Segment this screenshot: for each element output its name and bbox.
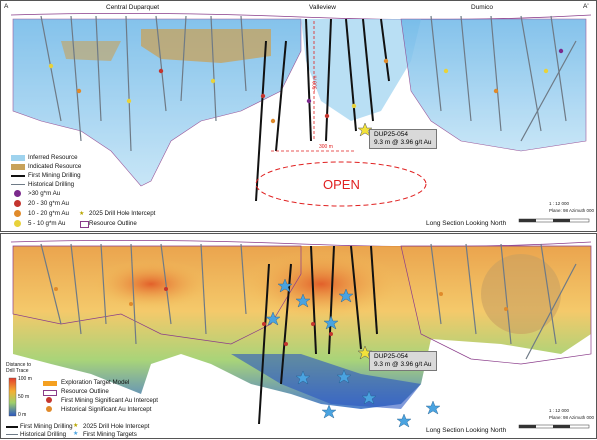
callout-hole-id: DUP25-054 xyxy=(374,131,408,138)
legend-swatch-5-10 xyxy=(14,220,21,227)
legend-label-inferred: Inferred Resource xyxy=(28,154,78,161)
horizontal-dimension-label: 300 m xyxy=(319,144,333,150)
star-icon-targets: ★ xyxy=(73,430,79,437)
vertical-dimension-label: ~500 m xyxy=(312,75,319,93)
legend-swatch-resource-outline-bottom xyxy=(43,390,57,396)
legend-title-distance: Distance to Drill Trace xyxy=(6,362,32,374)
legend-swatch-indicated xyxy=(11,164,25,170)
colorbar-label-100: 100 m xyxy=(18,376,32,382)
legend-label-20-30: 20 - 30 g*m Au xyxy=(28,200,69,207)
legend-label-10-20: 10 - 20 g*m Au xyxy=(28,210,69,217)
callout-hole-id-bottom: DUP25-054 xyxy=(374,353,408,360)
bottom-footer-label: Long Section Looking North xyxy=(426,427,507,434)
bottom-long-section-panel: DUP25-054 9.3 m @ 3.96 g/t Au Distance t… xyxy=(0,233,597,439)
legend-swatch-20-30 xyxy=(14,200,21,207)
resource-outline-bottom xyxy=(12,245,302,345)
open-ellipse xyxy=(255,161,427,207)
drill-holes-bottom xyxy=(40,243,577,425)
legend-label-historical-intercept: Historical Significant Au Intercept xyxy=(61,406,152,413)
legend-swatch-target-model xyxy=(43,381,57,386)
section-label-dumico: Dumico xyxy=(471,4,494,11)
legend-label-2025-intercept: 2025 Drill Hole Intercept xyxy=(89,210,156,217)
legend-label-first-mining-intercept: First Mining Significant Au Intercept xyxy=(61,397,158,404)
indicated-resource-patch-2 xyxy=(61,41,121,61)
legend-label-first-mining-drilling: First Mining Drilling xyxy=(28,172,81,179)
top-plane-text: Plane: 98 Azimuth 000 xyxy=(549,208,595,213)
legend-label-resource-outline: Resource Outline xyxy=(89,220,137,227)
callout-intercept-value-bottom: 9.3 m @ 3.96 g/t Au xyxy=(374,361,432,368)
topography-line-bottom xyxy=(10,240,592,247)
legend-label-historical-drilling: Historical Drilling xyxy=(28,181,75,188)
callout-intercept-value: 9.3 m @ 3.96 g/t Au xyxy=(374,139,432,146)
open-label: OPEN xyxy=(323,177,360,192)
legend-swatch-historical-drilling-bottom xyxy=(6,434,18,435)
legend-label-first-mining-drilling-bottom: First Mining Drilling xyxy=(20,423,73,430)
colorbar-label-50: 50 m xyxy=(18,394,30,400)
section-label-central-duparquet: Central Duparquet xyxy=(106,4,160,11)
first-mining-targets-stars xyxy=(265,278,441,428)
section-label-valleview: Valleview xyxy=(309,4,336,11)
legend-swatch-first-mining-drilling xyxy=(11,175,25,177)
inferred-resource-middle xyxy=(301,19,421,121)
resource-outline-bottom-right xyxy=(400,245,592,365)
distance-colorbar xyxy=(8,377,17,417)
legend-swatch-first-mining-drilling-bottom xyxy=(6,426,18,428)
legend-label-indicated: Indicated Resource xyxy=(28,163,82,170)
legend-swatch-over-30 xyxy=(14,190,21,197)
legend-label-over-30: >30 g*m Au xyxy=(28,190,61,197)
legend-label-target-model: Exploration Target Model xyxy=(61,379,130,386)
drill-holes-top xyxy=(40,15,577,202)
topography-line xyxy=(10,13,592,20)
top-scale-text: 1 : 12 000 xyxy=(549,201,570,206)
corner-label-right: A' xyxy=(583,3,589,10)
legend-swatch-historical-intercept xyxy=(46,406,52,412)
legend-label-5-10: 5 - 10 g*m Au xyxy=(28,220,66,227)
colorbar-label-0: 0 m xyxy=(18,412,27,418)
top-long-section-panel: A A' Central Duparquet Valleview Dumico … xyxy=(0,0,597,232)
bottom-section-drawing xyxy=(8,240,592,429)
star-icon-2025: ★ xyxy=(73,422,79,429)
legend-swatch-first-mining-intercept xyxy=(46,397,52,403)
top-section-drawing xyxy=(10,13,592,223)
legend-label-2025-intercept-bottom: 2025 Drill Hole Intercept xyxy=(83,423,150,430)
inferred-resource-right xyxy=(400,18,587,152)
legend-swatch-10-20 xyxy=(14,210,21,217)
legend-label-first-mining-targets: First Mining Targets xyxy=(83,431,137,438)
drill-callout-top: DUP25-054 9.3 m @ 3.96 g/t Au xyxy=(369,129,437,149)
top-footer-label: Long Section Looking North xyxy=(426,220,507,227)
legend-swatch-historical-drilling xyxy=(11,184,25,185)
indicated-resource-patch xyxy=(141,29,271,63)
legend-swatch-inferred xyxy=(11,155,25,161)
legend-label-resource-outline-bottom: Resource Outline xyxy=(61,388,109,395)
legend-label-historical-drilling-bottom: Historical Drilling xyxy=(20,431,67,438)
corner-label-left: A xyxy=(4,3,9,10)
bottom-scale-text: 1 : 12 000 xyxy=(549,408,570,413)
legend-swatch-resource-outline xyxy=(80,221,89,228)
bottom-plane-text: Plane: 98 Azimuth 000 xyxy=(549,415,595,420)
star-icon: ★ xyxy=(79,210,85,217)
au-intercepts-bottom xyxy=(54,287,508,346)
drill-callout-bottom: DUP25-054 9.3 m @ 3.96 g/t Au xyxy=(369,351,437,371)
2025-intercept-star-top xyxy=(357,122,373,137)
au-intercepts-top xyxy=(48,48,564,124)
